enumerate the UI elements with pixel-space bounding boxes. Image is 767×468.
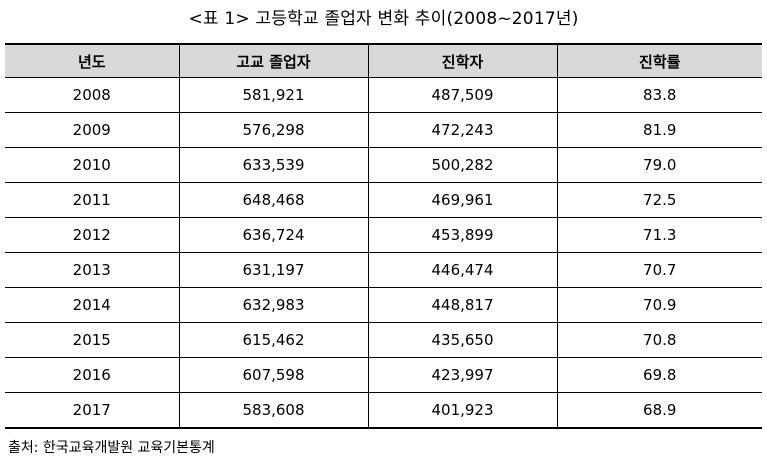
cell-year: 2009 <box>5 112 180 148</box>
cell-year: 2012 <box>5 217 180 253</box>
cell-enrolled: 500,282 <box>367 147 558 183</box>
cell-enrolled: 472,243 <box>367 112 558 148</box>
cell-year: 2014 <box>5 287 180 323</box>
table-row: 2009 576,298 472,243 81.9 <box>5 112 762 148</box>
cell-year: 2017 <box>5 392 180 429</box>
cell-graduates: 636,724 <box>178 217 369 253</box>
header-enrolled: 진학자 <box>367 43 558 78</box>
cell-graduates: 583,608 <box>178 392 369 429</box>
cell-enrollment-rate: 72.5 <box>556 182 762 218</box>
cell-enrollment-rate: 83.8 <box>556 77 762 113</box>
cell-year: 2008 <box>5 77 180 113</box>
cell-enrolled: 469,961 <box>367 182 558 218</box>
table-row: 2013 631,197 446,474 70.7 <box>5 252 762 288</box>
table-row: 2017 583,608 401,923 68.9 <box>5 392 762 429</box>
cell-graduates: 576,298 <box>178 112 369 148</box>
cell-graduates: 581,921 <box>178 77 369 113</box>
graduates-table: 년도 고교 졸업자 진학자 진학률 2008 581,921 487,509 8… <box>5 43 762 429</box>
cell-enrolled: 487,509 <box>367 77 558 113</box>
cell-enrolled: 435,650 <box>367 322 558 358</box>
cell-graduates: 607,598 <box>178 357 369 393</box>
table-title: <표 1> 고등학교 졸업자 변화 추이(2008~2017년) <box>188 9 579 29</box>
cell-enrolled: 401,923 <box>367 392 558 429</box>
cell-enrolled: 423,997 <box>367 357 558 393</box>
cell-enrolled: 453,899 <box>367 217 558 253</box>
source-note: 출처: 한국교육개발원 교육기본통계 <box>8 440 215 456</box>
cell-graduates: 615,462 <box>178 322 369 358</box>
table-row: 2008 581,921 487,509 83.8 <box>5 77 762 113</box>
cell-enrollment-rate: 70.7 <box>556 252 762 288</box>
cell-year: 2013 <box>5 252 180 288</box>
header-year: 년도 <box>5 43 180 78</box>
table-row: 2011 648,468 469,961 72.5 <box>5 182 762 218</box>
cell-enrolled: 446,474 <box>367 252 558 288</box>
cell-graduates: 632,983 <box>178 287 369 323</box>
cell-enrollment-rate: 81.9 <box>556 112 762 148</box>
cell-year: 2016 <box>5 357 180 393</box>
table-row: 2010 633,539 500,282 79.0 <box>5 147 762 183</box>
cell-enrollment-rate: 70.8 <box>556 322 762 358</box>
header-graduates: 고교 졸업자 <box>178 43 369 78</box>
cell-graduates: 648,468 <box>178 182 369 218</box>
cell-year: 2015 <box>5 322 180 358</box>
cell-year: 2011 <box>5 182 180 218</box>
cell-enrollment-rate: 69.8 <box>556 357 762 393</box>
cell-enrolled: 448,817 <box>367 287 558 323</box>
cell-year: 2010 <box>5 147 180 183</box>
cell-graduates: 633,539 <box>178 147 369 183</box>
header-enrollment-rate: 진학률 <box>556 43 762 78</box>
table-header-row: 년도 고교 졸업자 진학자 진학률 <box>5 43 762 78</box>
cell-enrollment-rate: 68.9 <box>556 392 762 429</box>
table-row: 2016 607,598 423,997 69.8 <box>5 357 762 393</box>
cell-enrollment-rate: 71.3 <box>556 217 762 253</box>
cell-enrollment-rate: 70.9 <box>556 287 762 323</box>
cell-enrollment-rate: 79.0 <box>556 147 762 183</box>
cell-graduates: 631,197 <box>178 252 369 288</box>
table-row: 2014 632,983 448,817 70.9 <box>5 287 762 323</box>
table-row: 2012 636,724 453,899 71.3 <box>5 217 762 253</box>
table-row: 2015 615,462 435,650 70.8 <box>5 322 762 358</box>
